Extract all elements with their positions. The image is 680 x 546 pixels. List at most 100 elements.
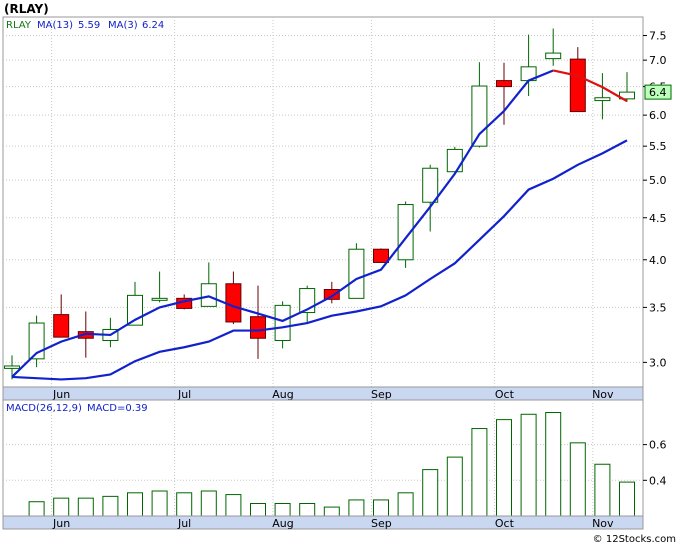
macd-bar	[422, 469, 439, 517]
candle-body	[545, 52, 562, 60]
macd-bar	[496, 419, 512, 517]
candle-body	[446, 148, 463, 173]
candle-body	[200, 283, 217, 307]
price-month-label: Jul	[177, 388, 191, 401]
price-month-label: Nov	[592, 388, 614, 401]
price-tick-label: 6.0	[649, 109, 667, 122]
macd-month-label: Jun	[52, 517, 70, 530]
ma13-line	[11, 139, 628, 381]
legend-ma13-value: 5.59	[78, 20, 100, 31]
price-tick-label: 3.5	[649, 301, 667, 314]
candle-body	[225, 283, 242, 323]
candlestick	[274, 301, 291, 349]
macd-bar	[250, 503, 266, 517]
macd-bar	[200, 490, 217, 517]
macd-bar	[397, 492, 414, 517]
candle-body	[373, 248, 389, 263]
candle-body	[274, 304, 291, 341]
legend-ma13-label: MA(13)	[37, 20, 73, 31]
price-tick-label: 7.5	[649, 30, 667, 43]
macd-bar	[176, 492, 193, 517]
last-price-badge: 6.4	[644, 84, 672, 100]
candle-body	[397, 204, 414, 261]
legend-symbol: RLAY	[6, 20, 32, 31]
candlestick	[348, 243, 365, 299]
macd-bar	[594, 463, 611, 517]
candle-body	[28, 322, 45, 360]
candlestick	[250, 285, 266, 359]
candlestick	[397, 201, 414, 268]
legend-ma3-label: MA(3)	[108, 20, 138, 31]
macd-month-label: Sep	[371, 517, 392, 530]
candlestick	[151, 271, 168, 303]
candle-body	[471, 85, 488, 147]
candle-body	[619, 91, 635, 100]
macd-bar	[28, 501, 45, 517]
macd-bar	[373, 499, 389, 517]
macd-legend-value: MACD=0.39	[87, 403, 148, 414]
macd-month-label: Aug	[272, 517, 293, 530]
macd-month-label: Jul	[177, 517, 191, 530]
candlestick	[594, 73, 611, 120]
candlestick	[569, 47, 586, 113]
candle-body	[422, 167, 439, 203]
candle-body	[348, 248, 365, 299]
macd-bar	[348, 499, 365, 517]
price-month-label: Sep	[371, 388, 392, 401]
price-tick-label: 4.5	[649, 212, 667, 225]
macd-bar	[127, 492, 143, 517]
price-tick-label: 3.0	[649, 356, 667, 369]
macd-bar	[151, 490, 168, 517]
macd-bar	[323, 506, 340, 517]
candlestick	[53, 294, 70, 338]
last-price-value: 6.4	[649, 86, 667, 99]
macd-tick-label: 0.4	[649, 474, 667, 487]
price-tick-label: 7.0	[649, 54, 667, 67]
price-tick-label: 5.5	[649, 140, 667, 153]
macd-bar	[619, 481, 635, 517]
candle-body	[53, 314, 70, 338]
candle-body	[496, 80, 512, 88]
candle-body	[323, 289, 340, 300]
candle-body	[151, 297, 168, 301]
price-month-labels: Jun Jul Aug Sep Oct Nov	[52, 388, 614, 401]
price-tick-label: 5.0	[649, 174, 667, 187]
macd-month-labels: Jun Jul Aug Sep Oct Nov	[52, 517, 614, 530]
macd-tick-label: 0.6	[649, 439, 667, 452]
macd-y-axis: 0.4 0.6	[643, 439, 667, 487]
macd-bar	[471, 428, 488, 517]
macd-legend-params: MACD(26,12,9)	[6, 403, 82, 414]
candlestick	[446, 146, 463, 174]
candle-body	[569, 58, 586, 113]
candle-body	[594, 97, 611, 102]
candlestick	[28, 315, 45, 368]
candle-body	[250, 316, 266, 339]
candlestick	[619, 72, 635, 102]
macd-bar	[569, 442, 586, 517]
candle-body	[4, 365, 20, 369]
ma3-recent-line	[552, 69, 628, 103]
macd-bar	[102, 495, 119, 517]
price-tick-label: 4.0	[649, 254, 667, 267]
candlestick	[200, 262, 217, 307]
macd-bar	[520, 413, 537, 517]
macd-month-gridlines	[51, 400, 594, 516]
candlestick	[545, 28, 562, 66]
candlestick	[496, 62, 512, 125]
watermark: © 12Stocks.com	[593, 534, 676, 545]
candlestick	[323, 281, 340, 304]
chart-title: (RLAY)	[4, 2, 49, 16]
legend-ma3-value: 6.24	[142, 20, 164, 31]
price-month-label: Aug	[272, 388, 293, 401]
macd-bar	[545, 411, 562, 517]
price-y-axis: 3.03.54.04.55.05.56.06.57.07.5	[643, 30, 667, 369]
macd-bar	[77, 497, 94, 517]
macd-bar	[274, 503, 291, 517]
macd-month-label: Oct	[495, 517, 515, 530]
candlestick	[422, 164, 439, 232]
macd-bar	[225, 494, 242, 517]
ma3-line	[11, 69, 554, 378]
macd-bar	[53, 497, 70, 517]
macd-month-axis	[2, 515, 644, 530]
price-month-label: Oct	[495, 388, 515, 401]
